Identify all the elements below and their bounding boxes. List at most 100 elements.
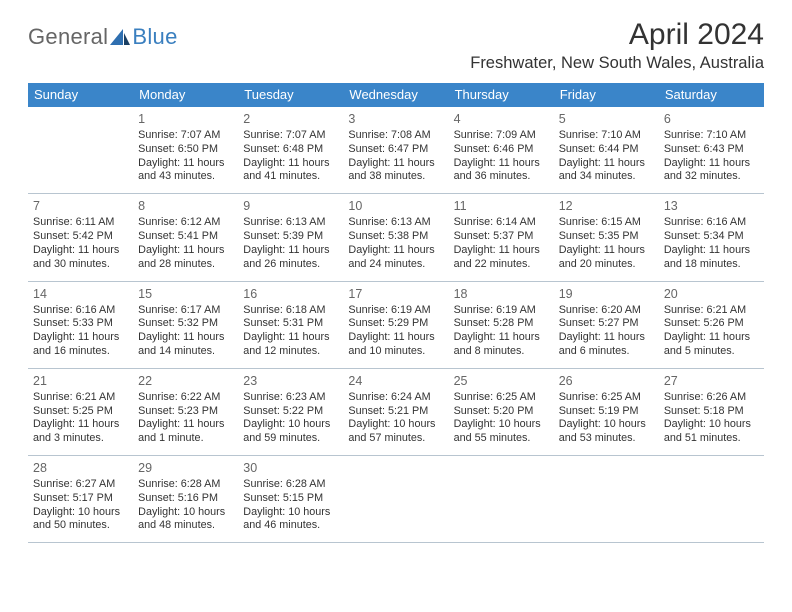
sunset-text: Sunset: 6:50 PM (138, 143, 233, 157)
day-number: 1 (138, 111, 233, 127)
sunrise-text: Sunrise: 7:07 AM (243, 129, 338, 143)
calendar-cell: 14Sunrise: 6:16 AMSunset: 5:33 PMDayligh… (28, 282, 133, 368)
sunset-text: Sunset: 5:32 PM (138, 317, 233, 331)
daylight-text: Daylight: 11 hours and 3 minutes. (33, 418, 128, 446)
calendar-cell: 7 Sunrise: 6:11 AMSunset: 5:42 PMDaylight… (28, 194, 133, 280)
day-number: 3 (348, 111, 443, 127)
sunrise-text: Sunrise: 6:21 AM (664, 304, 759, 318)
sunrise-text: Sunrise: 6:16 AM (33, 304, 128, 318)
calendar-cell: 29Sunrise: 6:28 AMSunset: 5:16 PMDayligh… (133, 456, 238, 542)
calendar-cell: 2Sunrise: 7:07 AMSunset: 6:48 PMDaylight… (238, 107, 343, 193)
logo-sail-icon (109, 27, 131, 47)
calendar-cell: 9 Sunrise: 6:13 AMSunset: 5:39 PMDaylight… (238, 194, 343, 280)
day-number: 26 (559, 373, 654, 389)
day-number: 7 (33, 198, 128, 214)
daylight-text: Daylight: 11 hours and 22 minutes. (454, 244, 549, 272)
calendar-cell: 25Sunrise: 6:25 AMSunset: 5:20 PMDayligh… (449, 369, 554, 455)
sunset-text: Sunset: 5:23 PM (138, 405, 233, 419)
day-number: 12 (559, 198, 654, 214)
calendar-cell: 4Sunrise: 7:09 AMSunset: 6:46 PMDaylight… (449, 107, 554, 193)
sunrise-text: Sunrise: 6:28 AM (243, 478, 338, 492)
daylight-text: Daylight: 11 hours and 43 minutes. (138, 157, 233, 185)
day-number: 23 (243, 373, 338, 389)
sunset-text: Sunset: 5:38 PM (348, 230, 443, 244)
day-number: 9 (243, 198, 338, 214)
calendar-cell: 19Sunrise: 6:20 AMSunset: 5:27 PMDayligh… (554, 282, 659, 368)
sunset-text: Sunset: 5:20 PM (454, 405, 549, 419)
day-header-fri: Friday (554, 83, 659, 107)
sunset-text: Sunset: 5:37 PM (454, 230, 549, 244)
daylight-text: Daylight: 10 hours and 59 minutes. (243, 418, 338, 446)
sunset-text: Sunset: 5:26 PM (664, 317, 759, 331)
sunrise-text: Sunrise: 6:18 AM (243, 304, 338, 318)
sunset-text: Sunset: 5:21 PM (348, 405, 443, 419)
day-number: 18 (454, 286, 549, 302)
day-number: 5 (559, 111, 654, 127)
calendar-cell: 11Sunrise: 6:14 AMSunset: 5:37 PMDayligh… (449, 194, 554, 280)
sunset-text: Sunset: 5:35 PM (559, 230, 654, 244)
header: General Blue April 2024 Freshwater, New … (28, 18, 764, 73)
daylight-text: Daylight: 11 hours and 38 minutes. (348, 157, 443, 185)
calendar-cell: 8Sunrise: 6:12 AMSunset: 5:41 PMDaylight… (133, 194, 238, 280)
sunrise-text: Sunrise: 6:15 AM (559, 216, 654, 230)
daylight-text: Daylight: 11 hours and 12 minutes. (243, 331, 338, 359)
calendar-cell (343, 456, 448, 542)
day-number: 19 (559, 286, 654, 302)
day-header-tue: Tuesday (238, 83, 343, 107)
sunrise-text: Sunrise: 6:14 AM (454, 216, 549, 230)
title-block: April 2024 Freshwater, New South Wales, … (470, 18, 764, 73)
day-number: 25 (454, 373, 549, 389)
calendar-page: General Blue April 2024 Freshwater, New … (0, 0, 792, 555)
calendar-cell: 1 Sunrise: 7:07 AMSunset: 6:50 PMDaylight… (133, 107, 238, 193)
sunrise-text: Sunrise: 6:28 AM (138, 478, 233, 492)
sunrise-text: Sunrise: 7:07 AM (138, 129, 233, 143)
calendar-cell: 23Sunrise: 6:23 AMSunset: 5:22 PMDayligh… (238, 369, 343, 455)
calendar-cell: 21Sunrise: 6:21 AMSunset: 5:25 PMDayligh… (28, 369, 133, 455)
daylight-text: Daylight: 11 hours and 26 minutes. (243, 244, 338, 272)
week-row: 14Sunrise: 6:16 AMSunset: 5:33 PMDayligh… (28, 282, 764, 369)
calendar-cell (28, 107, 133, 193)
calendar-cell: 5Sunrise: 7:10 AMSunset: 6:44 PMDaylight… (554, 107, 659, 193)
day-number: 28 (33, 460, 128, 476)
sunset-text: Sunset: 5:19 PM (559, 405, 654, 419)
sunset-text: Sunset: 6:46 PM (454, 143, 549, 157)
day-number: 6 (664, 111, 759, 127)
day-number: 2 (243, 111, 338, 127)
day-number: 13 (664, 198, 759, 214)
sunrise-text: Sunrise: 6:11 AM (33, 216, 128, 230)
sunrise-text: Sunrise: 7:10 AM (664, 129, 759, 143)
sunset-text: Sunset: 5:31 PM (243, 317, 338, 331)
sunrise-text: Sunrise: 6:20 AM (559, 304, 654, 318)
sunset-text: Sunset: 5:42 PM (33, 230, 128, 244)
daylight-text: Daylight: 11 hours and 28 minutes. (138, 244, 233, 272)
sunrise-text: Sunrise: 7:09 AM (454, 129, 549, 143)
sunrise-text: Sunrise: 6:24 AM (348, 391, 443, 405)
sunset-text: Sunset: 5:17 PM (33, 492, 128, 506)
sunset-text: Sunset: 6:47 PM (348, 143, 443, 157)
sunrise-text: Sunrise: 6:21 AM (33, 391, 128, 405)
sunrise-text: Sunrise: 7:10 AM (559, 129, 654, 143)
daylight-text: Daylight: 10 hours and 50 minutes. (33, 506, 128, 534)
sunrise-text: Sunrise: 6:13 AM (348, 216, 443, 230)
day-number: 15 (138, 286, 233, 302)
calendar-cell: 28Sunrise: 6:27 AMSunset: 5:17 PMDayligh… (28, 456, 133, 542)
logo: General Blue (28, 18, 178, 50)
sunrise-text: Sunrise: 6:13 AM (243, 216, 338, 230)
week-row: 1Sunrise: 7:07 AMSunset: 6:50 PMDaylight… (28, 107, 764, 194)
daylight-text: Daylight: 10 hours and 53 minutes. (559, 418, 654, 446)
sunset-text: Sunset: 6:43 PM (664, 143, 759, 157)
calendar-cell: 3Sunrise: 7:08 AMSunset: 6:47 PMDaylight… (343, 107, 448, 193)
calendar-cell (554, 456, 659, 542)
sunset-text: Sunset: 5:18 PM (664, 405, 759, 419)
week-row: 21Sunrise: 6:21 AMSunset: 5:25 PMDayligh… (28, 369, 764, 456)
daylight-text: Daylight: 11 hours and 5 minutes. (664, 331, 759, 359)
month-title: April 2024 (470, 18, 764, 52)
calendar-cell: 26Sunrise: 6:25 AMSunset: 5:19 PMDayligh… (554, 369, 659, 455)
sunset-text: Sunset: 5:39 PM (243, 230, 338, 244)
daylight-text: Daylight: 11 hours and 30 minutes. (33, 244, 128, 272)
sunset-text: Sunset: 5:22 PM (243, 405, 338, 419)
location: Freshwater, New South Wales, Australia (470, 54, 764, 73)
calendar-cell: 15Sunrise: 6:17 AMSunset: 5:32 PMDayligh… (133, 282, 238, 368)
daylight-text: Daylight: 11 hours and 41 minutes. (243, 157, 338, 185)
daylight-text: Daylight: 11 hours and 8 minutes. (454, 331, 549, 359)
